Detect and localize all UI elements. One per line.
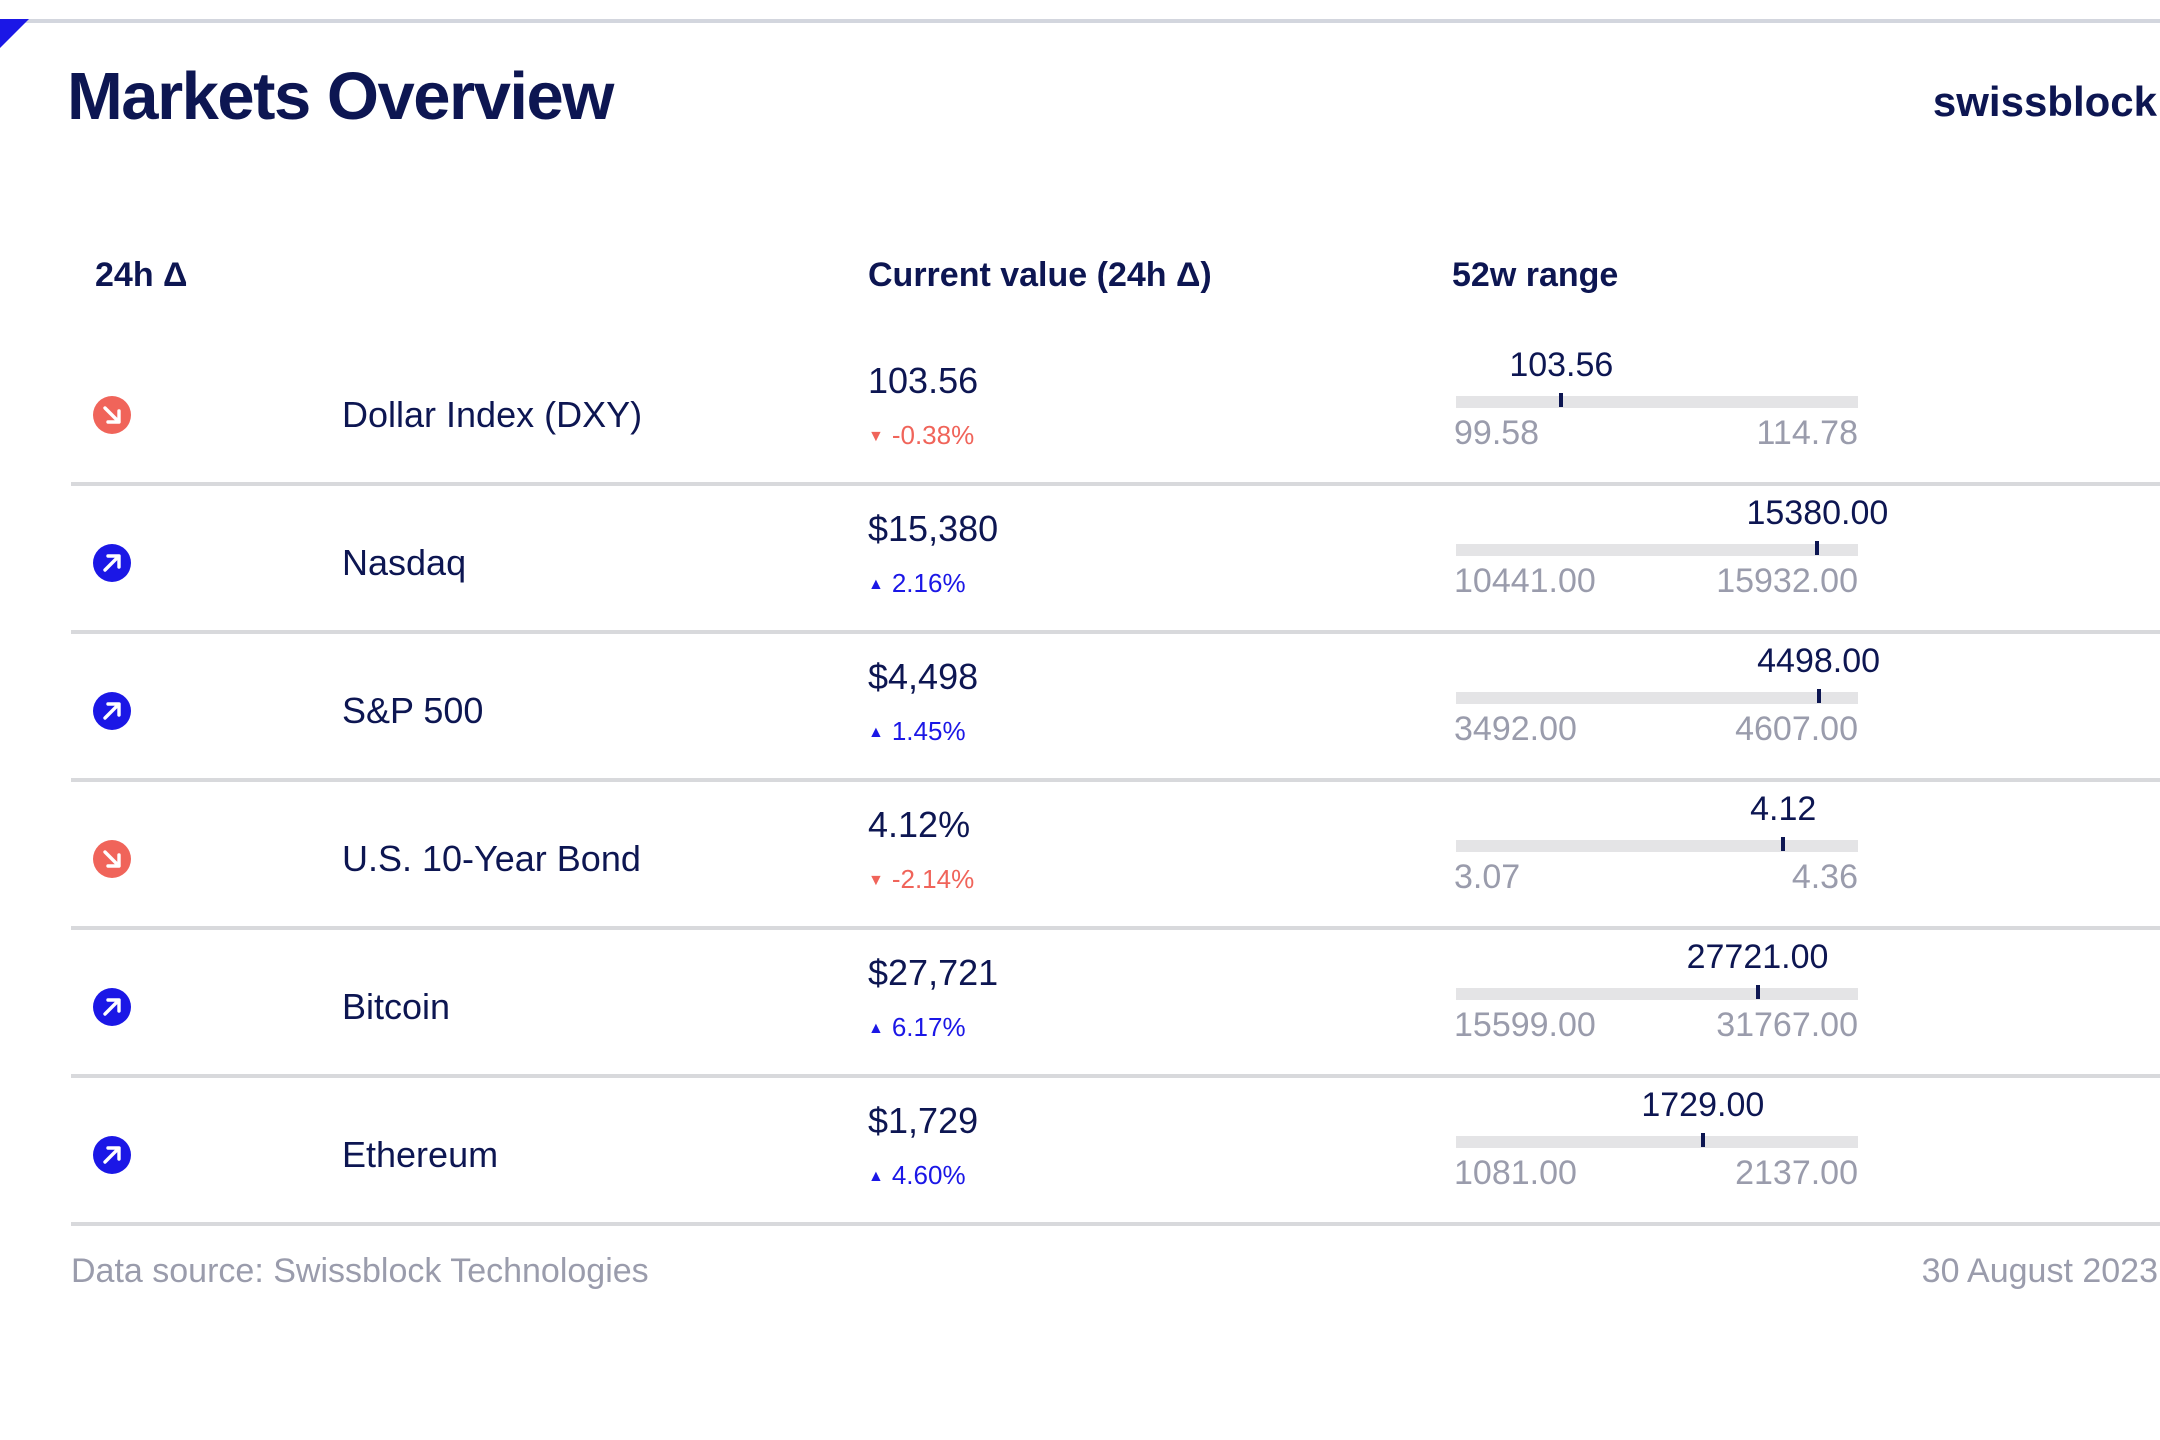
table-row: Ethereum $1,729 ▲ 4.60% 1729.00 1081.00 2137.0… — [0, 1078, 2160, 1226]
change-24h: ▲ 2.16% — [868, 568, 966, 599]
row-divider — [71, 482, 2160, 486]
range-max: 114.78 — [1756, 414, 1858, 452]
range-marker — [1815, 541, 1820, 555]
change-arrow-icon: ▼ — [868, 872, 884, 889]
current-value: $15,380 — [868, 508, 999, 549]
corner-accent — [0, 19, 29, 48]
range-track: 103.56 — [1456, 346, 1858, 408]
range-track: 27721.00 — [1456, 938, 1858, 1000]
row-divider — [71, 630, 2160, 634]
change-percent: 6.17% — [891, 1012, 966, 1042]
change-percent: 1.45% — [891, 716, 966, 746]
asset-name: Bitcoin — [342, 986, 451, 1027]
range-marker — [1755, 985, 1760, 999]
arrow-up-right-icon — [93, 988, 131, 1026]
range-marker — [1700, 1133, 1705, 1147]
range-max: 4.36 — [1791, 858, 1858, 896]
range-max: 4607.00 — [1735, 710, 1858, 748]
range-marker — [1816, 689, 1821, 703]
change-arrow-icon: ▲ — [868, 1168, 884, 1185]
current-value: $4,498 — [868, 656, 979, 697]
current-value: 103.56 — [868, 360, 979, 401]
table-row: U.S. 10-Year Bond 4.12% ▼ -2.14% 4.12 3.07 4.3… — [0, 782, 2160, 930]
range-min: 10441.00 — [1454, 562, 1596, 600]
row-divider — [71, 1222, 2160, 1226]
asset-name: Dollar Index (DXY) — [342, 394, 643, 435]
change-arrow-icon: ▼ — [868, 428, 884, 445]
change-arrow-icon: ▲ — [868, 724, 884, 741]
table-row: S&P 500 $4,498 ▲ 1.45% 4498.00 3492.00 4607.00 — [0, 634, 2160, 782]
change-arrow-icon: ▲ — [868, 576, 884, 593]
range-min: 99.58 — [1454, 414, 1540, 452]
asset-name: Nasdaq — [342, 542, 467, 583]
arrow-down-right-icon — [93, 840, 131, 878]
current-value: $1,729 — [868, 1100, 979, 1141]
arrow-down-right-icon — [93, 396, 131, 434]
column-header-change: 24h Δ — [95, 256, 188, 294]
range-min: 3.07 — [1454, 858, 1521, 896]
change-24h: ▲ 6.17% — [868, 1012, 966, 1043]
row-divider — [71, 778, 2160, 782]
asset-name: Ethereum — [342, 1134, 499, 1175]
range-marker — [1559, 393, 1564, 407]
table-row: Nasdaq $15,380 ▲ 2.16% 15380.00 10441.00 15932… — [0, 486, 2160, 634]
change-arrow-icon: ▲ — [868, 1020, 884, 1037]
asset-name: U.S. 10-Year Bond — [342, 838, 641, 879]
change-percent: -0.38% — [891, 420, 975, 450]
range-track: 15380.00 — [1456, 494, 1888, 556]
range-min: 15599.00 — [1454, 1006, 1596, 1044]
change-24h: ▲ 4.60% — [868, 1160, 966, 1191]
column-header-current-value: Current value (24h Δ) — [868, 256, 1212, 294]
change-percent: -2.14% — [891, 864, 975, 894]
top-rule — [0, 19, 2160, 23]
change-percent: 4.60% — [891, 1160, 966, 1190]
page-title: Markets Overview — [67, 59, 614, 134]
range-current-label: 4498.00 — [1757, 642, 1881, 680]
table-row: Bitcoin $27,721 ▲ 6.17% 27721.00 15599.00 3176… — [0, 930, 2160, 1078]
change-24h: ▼ -2.14% — [868, 864, 974, 895]
row-divider — [71, 1074, 2160, 1078]
range-current-label: 4.12 — [1750, 790, 1817, 828]
range-min: 1081.00 — [1454, 1154, 1577, 1192]
range-current-label: 1729.00 — [1641, 1086, 1765, 1124]
change-24h: ▲ 1.45% — [868, 716, 966, 747]
range-max: 2137.00 — [1735, 1154, 1858, 1192]
data-source-note: Data source: Swissblock Technologies — [71, 1252, 649, 1290]
report-date: 30 August 2023 — [1921, 1252, 2158, 1290]
row-divider — [71, 926, 2160, 930]
range-track: 4498.00 — [1456, 642, 1880, 704]
change-percent: 2.16% — [891, 568, 966, 598]
arrow-up-right-icon — [93, 692, 131, 730]
range-min: 3492.00 — [1454, 710, 1577, 748]
table-row: Dollar Index (DXY) 103.56 ▼ -0.38% 103.56 99.… — [0, 338, 2160, 486]
current-value: 4.12% — [868, 804, 971, 845]
range-marker — [1781, 837, 1786, 851]
change-24h: ▼ -0.38% — [868, 420, 974, 451]
range-current-label: 103.56 — [1509, 346, 1614, 384]
arrow-up-right-icon — [93, 544, 131, 582]
current-value: $27,721 — [868, 952, 999, 993]
brand-logo: swissblock — [1932, 78, 2157, 125]
range-current-label: 15380.00 — [1746, 494, 1889, 532]
arrow-up-right-icon — [93, 1136, 131, 1174]
range-max: 31767.00 — [1716, 1006, 1858, 1044]
column-header-52w-range: 52w range — [1452, 256, 1619, 294]
range-track: 4.12 — [1456, 790, 1858, 852]
asset-name: S&P 500 — [342, 690, 484, 731]
range-current-label: 27721.00 — [1686, 938, 1829, 976]
range-max: 15932.00 — [1716, 562, 1858, 600]
range-track: 1729.00 — [1456, 1086, 1858, 1148]
